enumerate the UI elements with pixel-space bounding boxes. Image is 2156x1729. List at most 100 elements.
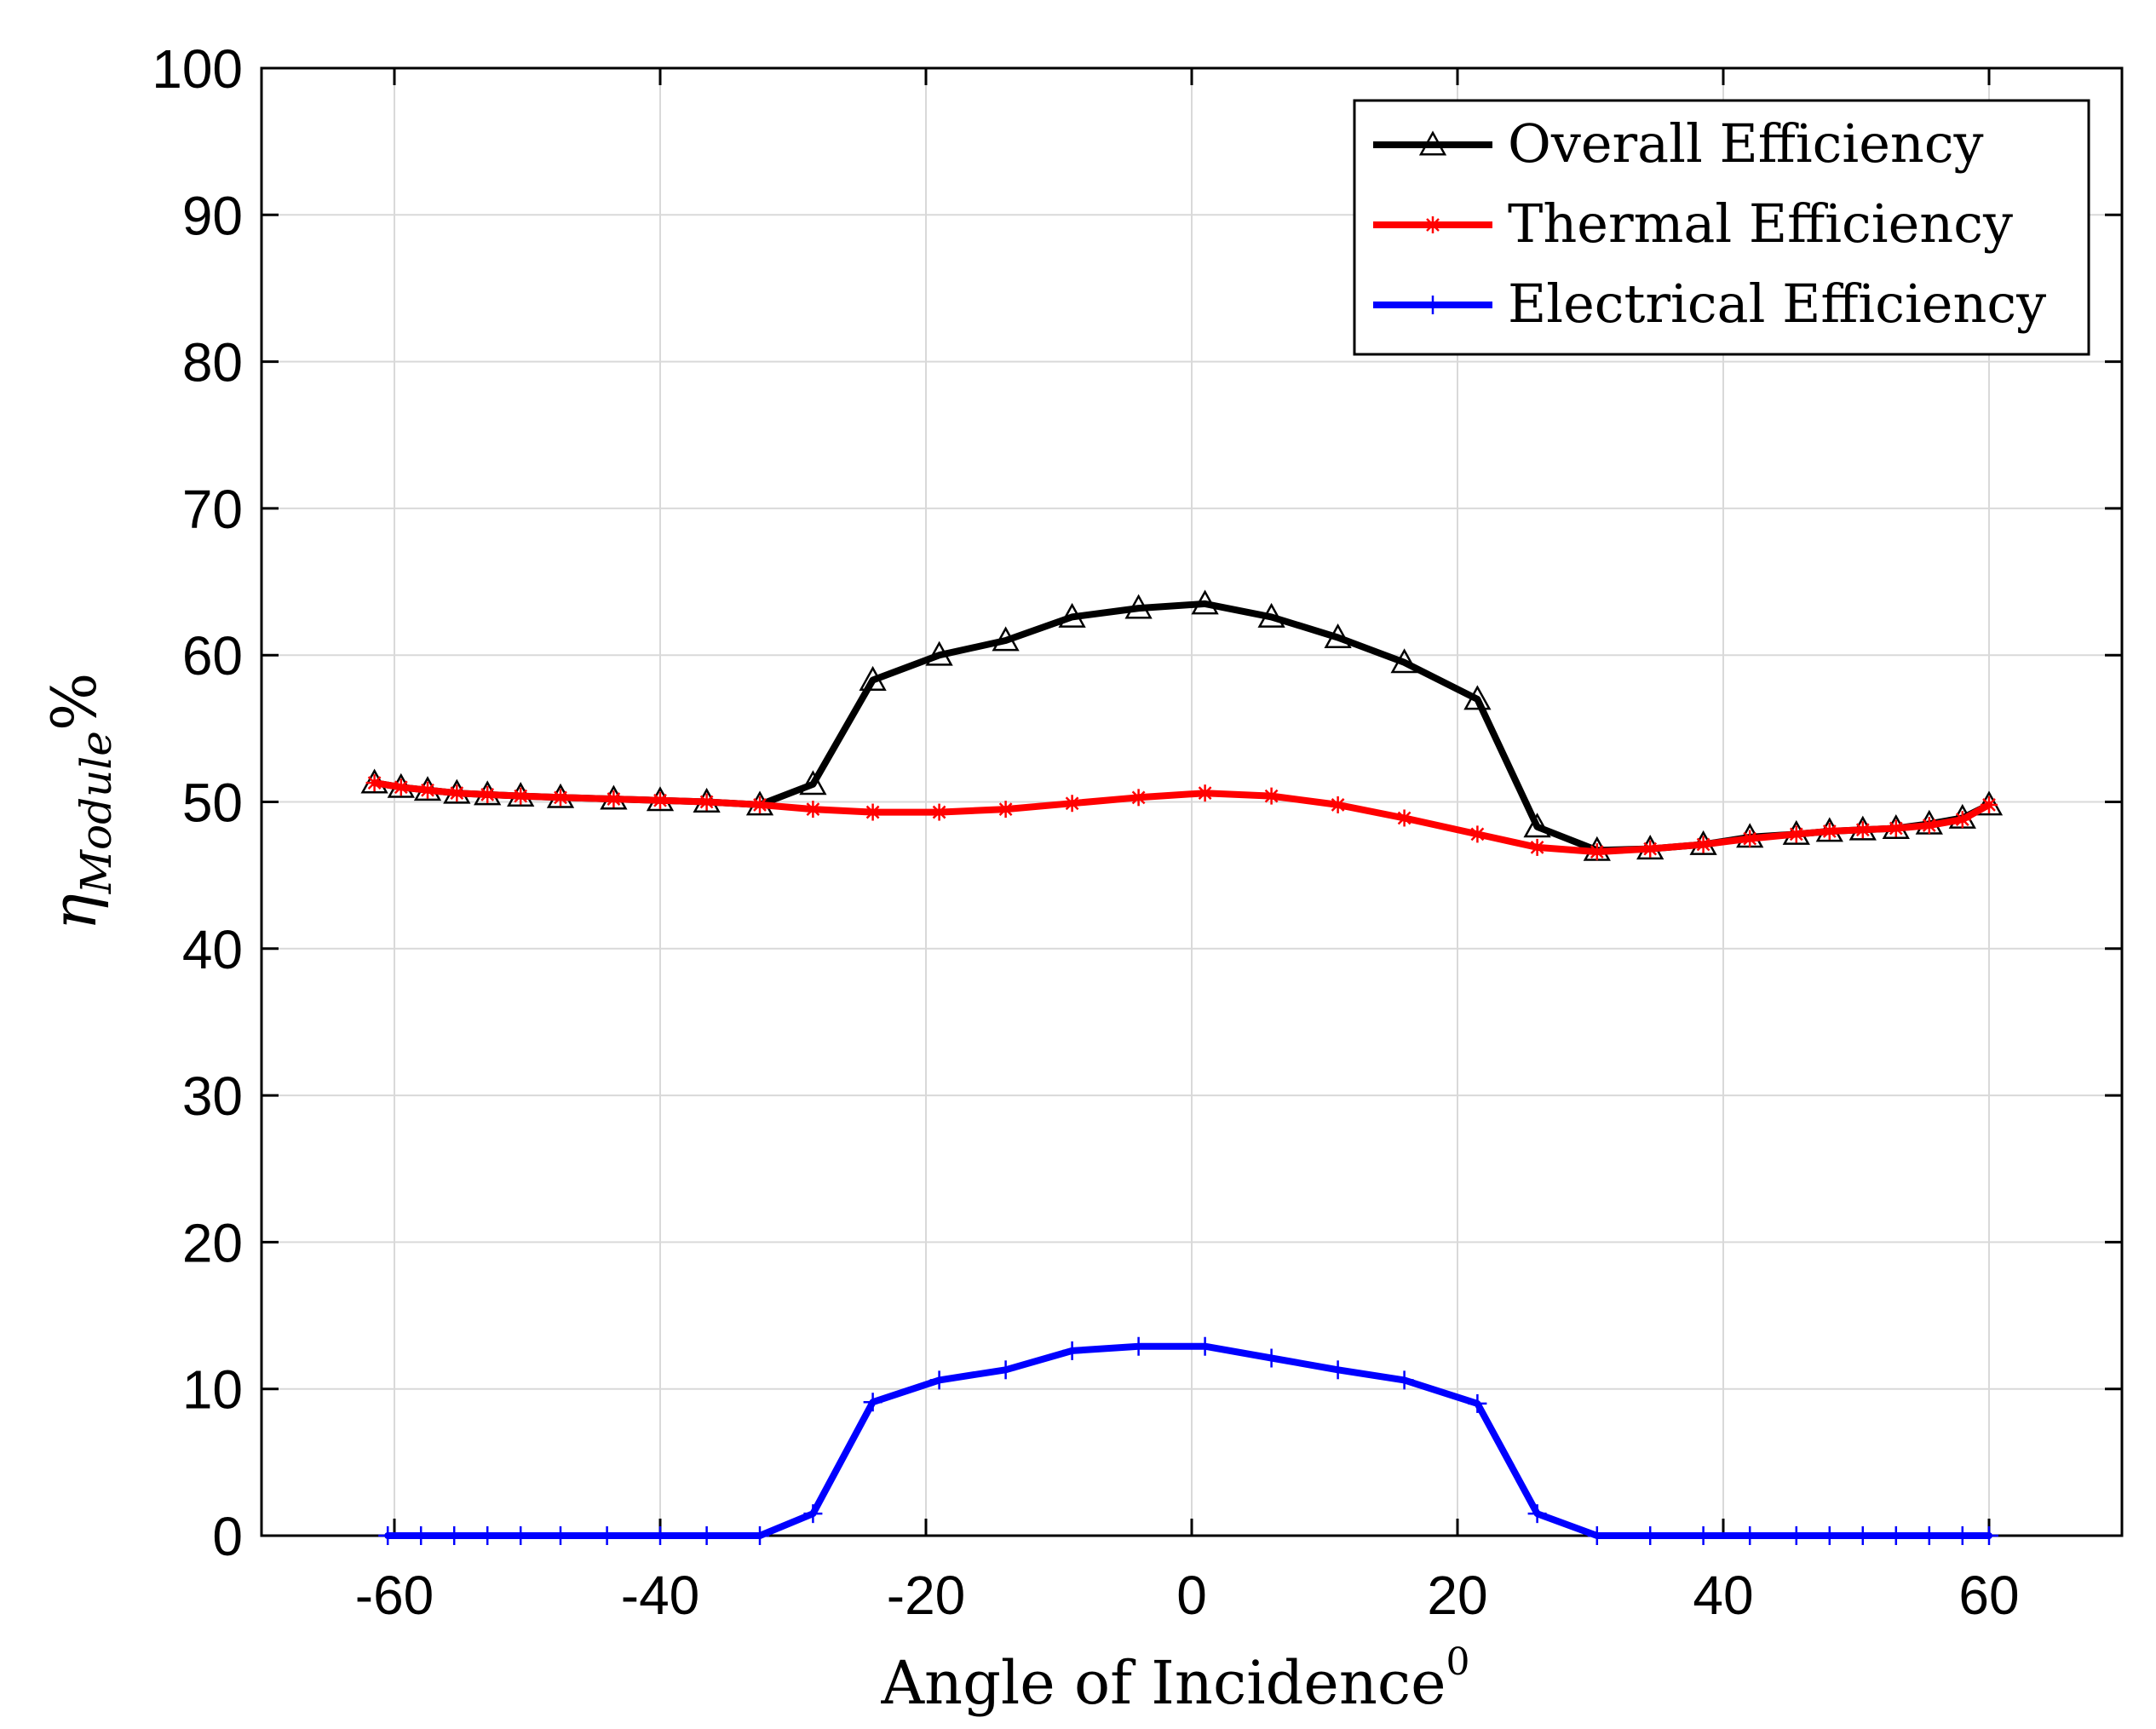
data-point [1786, 1526, 1806, 1545]
marker-stroke [514, 789, 528, 803]
data-point [799, 770, 827, 796]
data-point [1919, 1526, 1939, 1545]
x-tick-label: 20 [1427, 1565, 1487, 1626]
data-point [1693, 1526, 1713, 1545]
axis-ticks: -60 -40 -20 0 20 40 60 0 10 20 30 40 50 60 70 80 90 100 [152, 38, 2122, 1626]
marker-stroke [1855, 823, 1870, 837]
marker-stroke [1955, 813, 1969, 827]
data-point [698, 793, 716, 811]
marker-stroke [1696, 837, 1710, 852]
x-tick-label: -60 [355, 1565, 434, 1626]
data-point [1196, 784, 1214, 802]
data-point [1424, 216, 1441, 233]
y-axis-title-subscript: Module [72, 731, 121, 894]
marker-stroke [1426, 218, 1440, 232]
data-point [1740, 1526, 1760, 1545]
marker-stroke [865, 805, 880, 819]
marker-stroke [1470, 827, 1485, 842]
data-point [392, 778, 410, 796]
y-tick-label: 0 [212, 1506, 243, 1567]
series-thermal-efficiency [365, 774, 1998, 861]
data-point [1418, 130, 1447, 156]
data-point [1820, 822, 1838, 840]
y-tick-label: 50 [182, 773, 243, 834]
data-point [1920, 817, 1938, 835]
legend-entry-thermal-efficiency: Thermal Efficiency [1373, 192, 2013, 255]
y-tick-label: 70 [182, 479, 243, 540]
data-point [511, 1526, 531, 1545]
marker-stroke [1264, 789, 1279, 803]
data-point [1820, 1526, 1839, 1545]
x-axis-title: Angle of Incidence0 [880, 1640, 1469, 1718]
data-point [1130, 789, 1147, 807]
marker-stroke [998, 802, 1013, 816]
x-tick-label: 0 [1176, 1565, 1207, 1626]
y-tick-label: 10 [182, 1359, 243, 1421]
data-point [1324, 623, 1352, 648]
x-axis-title-superscript: 0 [1446, 1640, 1470, 1684]
marker-stroke [1065, 796, 1079, 811]
data-point [411, 1526, 431, 1545]
data-point [605, 790, 623, 808]
data-point [1463, 685, 1492, 710]
marker-stroke [607, 792, 621, 806]
data-point [1124, 594, 1153, 619]
data-point [651, 1526, 670, 1545]
x-tick-label: -20 [887, 1565, 966, 1626]
data-point [1328, 1360, 1348, 1380]
data-point [551, 1526, 570, 1545]
marker-stroke [421, 783, 434, 797]
data-point [479, 785, 497, 803]
data-point [1854, 821, 1871, 839]
data-point [1257, 602, 1285, 628]
marker-stroke [753, 798, 767, 812]
legend-entry-overall-efficiency: Overall Efficiency [1373, 112, 1984, 175]
data-point [1262, 1348, 1281, 1368]
legend-label: Thermal Efficiency [1508, 192, 2013, 255]
data-point [1191, 589, 1219, 615]
y-axis-title-unit: % [38, 673, 110, 731]
data-point [751, 796, 768, 813]
data-point [512, 787, 530, 805]
data-point [997, 801, 1015, 819]
data-point [1787, 825, 1805, 843]
data-point [1329, 796, 1347, 813]
y-axis-title-symbol: η [38, 893, 110, 930]
data-point [1063, 795, 1081, 813]
data-point [1523, 813, 1551, 838]
data-point [1694, 836, 1712, 853]
data-point [1953, 811, 1971, 829]
data-point [1981, 796, 1998, 813]
y-tick-label: 60 [182, 625, 243, 686]
data-point [1468, 1393, 1487, 1413]
y-tick-label: 90 [182, 185, 243, 246]
data-point [1952, 1526, 1972, 1545]
data-point [1395, 809, 1413, 827]
data-point [930, 803, 948, 821]
data-point [864, 803, 882, 821]
series-electrical-efficiency [378, 1336, 1998, 1545]
data-point [597, 1526, 617, 1545]
marker-stroke [1643, 842, 1658, 856]
y-axis-title: ηModule% [38, 673, 121, 931]
marker-stroke [1131, 790, 1146, 805]
data-point [1588, 843, 1606, 861]
data-point [1262, 787, 1280, 805]
legend-entry-electrical-efficiency: Electrical Efficiency [1373, 273, 2046, 335]
y-tick-label: 30 [182, 1066, 243, 1127]
data-point [1641, 1526, 1660, 1545]
data-point [365, 774, 383, 792]
marker-stroke [450, 786, 464, 801]
marker-stroke [1822, 824, 1837, 838]
marker-stroke [1789, 827, 1803, 842]
marker-stroke [1982, 798, 1996, 812]
legend-label: Overall Efficiency [1508, 112, 1984, 175]
data-point [478, 1526, 497, 1545]
data-point [1853, 1526, 1872, 1545]
legend-label: Electrical Efficiency [1508, 273, 2046, 335]
data-point [929, 1370, 949, 1390]
marker-stroke [653, 793, 667, 807]
data-point [1587, 1526, 1607, 1545]
data-point [925, 640, 953, 666]
